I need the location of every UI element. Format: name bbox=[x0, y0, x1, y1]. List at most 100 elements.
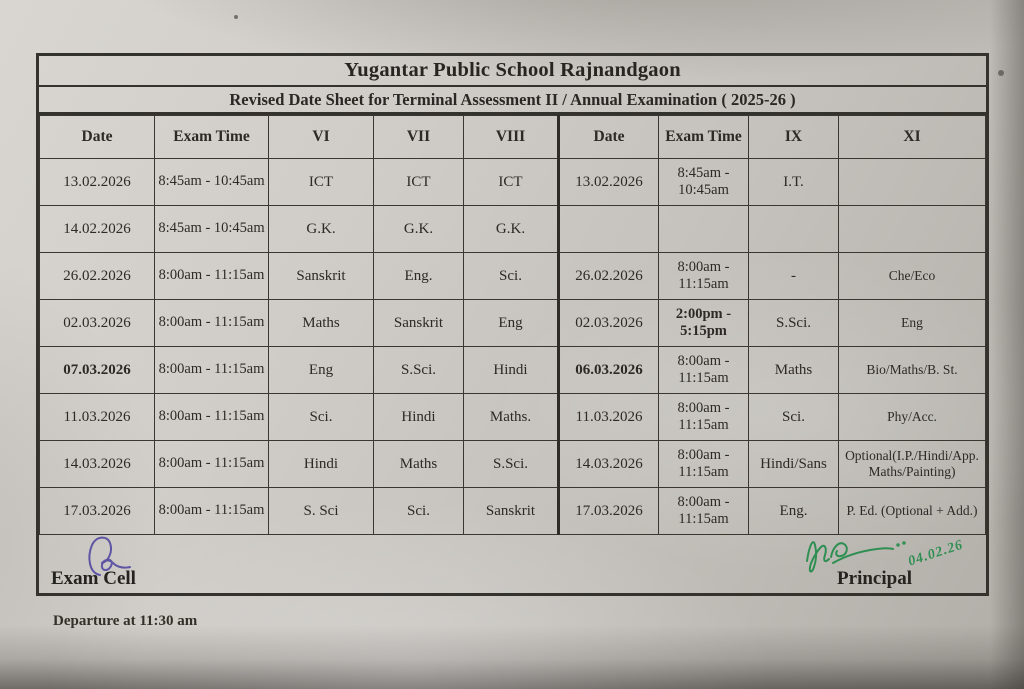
table-cell: Sanskrit bbox=[268, 252, 374, 300]
table-cell: Maths bbox=[373, 440, 464, 488]
column-header: VII bbox=[373, 115, 464, 159]
table-cell: Sci. bbox=[268, 393, 374, 441]
table-body: 13.02.2026 8:45am - 10:45am ICT ICT ICT 13.02… bbox=[39, 158, 986, 535]
table-cell: 8:45am - 10:45am bbox=[154, 158, 269, 206]
table-cell: 8:00am - 11:15am bbox=[658, 393, 749, 441]
table-cell: 8:00am - 11:15am bbox=[658, 346, 749, 394]
table-cell: P. Ed. (Optional + Add.) bbox=[838, 487, 986, 535]
table-cell: 11.03.2026 bbox=[557, 393, 659, 441]
table-cell: Sci. bbox=[748, 393, 839, 441]
table-cell: 07.03.2026 bbox=[39, 346, 155, 394]
departure-note: Departure at 11:30 am bbox=[53, 613, 198, 629]
table-cell: 06.03.2026 bbox=[557, 346, 659, 394]
table-cell: 02.03.2026 bbox=[39, 299, 155, 347]
table-cell: Eng bbox=[268, 346, 374, 394]
table-cell: 2:00pm - 5:15pm bbox=[658, 299, 749, 347]
exam-cell-label: Exam Cell bbox=[51, 568, 136, 589]
table-cell: 14.02.2026 bbox=[39, 205, 155, 253]
table-cell: Hindi bbox=[373, 393, 464, 441]
table-cell: Che/Eco bbox=[838, 252, 986, 300]
table-cell: 13.02.2026 bbox=[39, 158, 155, 206]
table-cell: 8:00am - 11:15am bbox=[154, 440, 269, 488]
table-cell: ICT bbox=[373, 158, 464, 206]
school-name: Yugantar Public School Rajnandgaon bbox=[39, 56, 986, 87]
table-cell: 8:00am - 11:15am bbox=[154, 393, 269, 441]
paper-speck bbox=[234, 15, 238, 19]
table-cell: Eng. bbox=[373, 252, 464, 300]
table-cell: Eng bbox=[463, 299, 559, 347]
table-row: 17.03.2026 8:00am - 11:15am S. Sci Sci. Sans… bbox=[39, 487, 986, 535]
table-row: 14.02.2026 8:45am - 10:45am G.K. G.K. G.K. bbox=[39, 205, 986, 253]
table-cell: 8:00am - 11:15am bbox=[154, 346, 269, 394]
table-cell: 11.03.2026 bbox=[39, 393, 155, 441]
table-cell: S. Sci bbox=[268, 487, 374, 535]
table-cell: 13.02.2026 bbox=[557, 158, 659, 206]
table-cell: Phy/Acc. bbox=[838, 393, 986, 441]
column-header: IX bbox=[748, 115, 839, 159]
table-cell: S.Sci. bbox=[748, 299, 839, 347]
column-header: Date bbox=[39, 115, 155, 159]
date-sheet: Yugantar Public School Rajnandgaon Revis… bbox=[36, 53, 989, 596]
table-row: 26.02.2026 8:00am - 11:15am Sanskrit Eng. Sc… bbox=[39, 252, 986, 300]
table-cell bbox=[748, 205, 839, 253]
table-row: 14.03.2026 8:00am - 11:15am Hindi Maths S.Sc… bbox=[39, 440, 986, 488]
table-cell: 8:45am - 10:45am bbox=[658, 158, 749, 206]
table-cell bbox=[838, 205, 986, 253]
table-cell: 17.03.2026 bbox=[557, 487, 659, 535]
table-cell: Hindi bbox=[463, 346, 559, 394]
table-cell: 26.02.2026 bbox=[557, 252, 659, 300]
exam-schedule-table: Date Exam Time VI VII VIII Date Exam Time IX XI … bbox=[39, 115, 986, 535]
table-cell: 8:00am - 11:15am bbox=[658, 487, 749, 535]
table-cell: 8:00am - 11:15am bbox=[154, 252, 269, 300]
table-cell: S.Sci. bbox=[463, 440, 559, 488]
table-cell: ICT bbox=[463, 158, 559, 206]
table-cell: Sanskrit bbox=[463, 487, 559, 535]
sheet-title: Revised Date Sheet for Terminal Assessme… bbox=[39, 87, 986, 115]
table-cell: Sanskrit bbox=[373, 299, 464, 347]
table-row: 02.03.2026 8:00am - 11:15am Maths Sanskrit E… bbox=[39, 299, 986, 347]
table-cell: Eng bbox=[838, 299, 986, 347]
signature-footer: Exam Cell 04.02.26 Principal bbox=[39, 535, 986, 593]
paper-speck bbox=[998, 70, 1004, 76]
column-header: VI bbox=[268, 115, 374, 159]
table-cell: 8:00am - 11:15am bbox=[658, 252, 749, 300]
table-cell: 02.03.2026 bbox=[557, 299, 659, 347]
header-row: Date Exam Time VI VII VIII Date Exam Time IX XI bbox=[39, 115, 986, 159]
table-cell: Hindi/Sans bbox=[748, 440, 839, 488]
table-row: 11.03.2026 8:00am - 11:15am Sci. Hindi Maths… bbox=[39, 393, 986, 441]
table-cell: G.K. bbox=[463, 205, 559, 253]
principal-label: Principal bbox=[837, 568, 912, 589]
column-header: Exam Time bbox=[658, 115, 749, 159]
table-cell: Sci. bbox=[373, 487, 464, 535]
table-cell: 14.03.2026 bbox=[39, 440, 155, 488]
column-header: VIII bbox=[463, 115, 559, 159]
table-cell: Maths. bbox=[463, 393, 559, 441]
table-cell: 8:45am - 10:45am bbox=[154, 205, 269, 253]
table-cell: I.T. bbox=[748, 158, 839, 206]
table-cell: Sci. bbox=[463, 252, 559, 300]
table-cell: - bbox=[748, 252, 839, 300]
column-header: Exam Time bbox=[154, 115, 269, 159]
table-cell: 26.02.2026 bbox=[39, 252, 155, 300]
table-cell bbox=[557, 205, 659, 253]
table-cell: Eng. bbox=[748, 487, 839, 535]
table-cell: Maths bbox=[748, 346, 839, 394]
table-cell: 8:00am - 11:15am bbox=[154, 299, 269, 347]
table-cell: 17.03.2026 bbox=[39, 487, 155, 535]
column-header: Date bbox=[557, 115, 659, 159]
table-cell: S.Sci. bbox=[373, 346, 464, 394]
table-cell: 8:00am - 11:15am bbox=[658, 440, 749, 488]
table-cell: 8:00am - 11:15am bbox=[154, 487, 269, 535]
table-row: 07.03.2026 8:00am - 11:15am Eng S.Sci. Hindi… bbox=[39, 346, 986, 394]
column-header: XI bbox=[838, 115, 986, 159]
table-cell: Optional(I.P./Hindi/App. Maths/Painting) bbox=[838, 440, 986, 488]
table-cell: G.K. bbox=[268, 205, 374, 253]
exam-cell-signature bbox=[88, 536, 131, 576]
table-cell: Maths bbox=[268, 299, 374, 347]
table-cell: G.K. bbox=[373, 205, 464, 253]
table-cell: Hindi bbox=[268, 440, 374, 488]
table-cell: ICT bbox=[268, 158, 374, 206]
table-cell: Bio/Maths/B. St. bbox=[838, 346, 986, 394]
principal-signature bbox=[806, 541, 906, 573]
